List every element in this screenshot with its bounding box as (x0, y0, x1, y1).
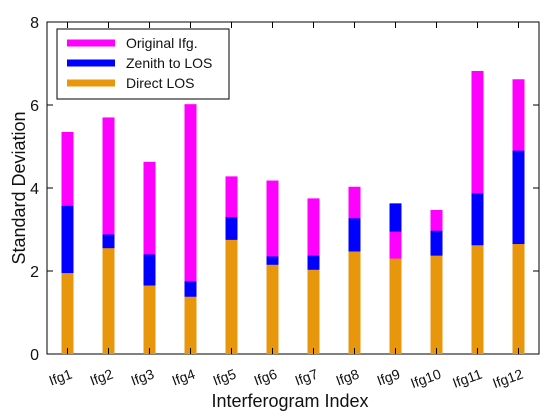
x-tick-label: Ifg4 (170, 365, 198, 388)
x-tick-label: Ifg12 (490, 365, 525, 391)
x-tick-label: Ifg11 (450, 365, 484, 390)
bar-direct-ifg9 (389, 258, 402, 354)
x-tick-label: Ifg10 (408, 365, 443, 391)
legend: Original Ifg. Zenith to LOS Direct LOS (56, 28, 230, 100)
bar-direct-ifg1 (61, 273, 74, 354)
bar-direct-ifg2 (102, 248, 115, 354)
legend-label-zenith: Zenith to LOS (126, 55, 212, 71)
x-tick-label: Ifg6 (252, 365, 280, 388)
y-tick-label: 4 (30, 181, 39, 198)
bar-direct-ifg8 (348, 251, 361, 354)
bar-direct-ifg12 (512, 244, 525, 354)
y-axis-ticks: 0 2 4 6 8 (30, 15, 539, 364)
bar-direct-ifg3 (143, 285, 156, 354)
legend-label-original: Original Ifg. (126, 35, 198, 51)
bar-direct-ifg5 (225, 239, 238, 354)
x-axis-label: Interferogram Index (211, 391, 368, 411)
bar-direct-ifg7 (307, 269, 320, 354)
legend-label-direct: Direct LOS (126, 75, 194, 91)
x-axis-ticks: Ifg1 Ifg2 Ifg3 Ifg4 Ifg5 Ifg6 Ifg7 Ifg8 Ifg9 Ifg1… (47, 22, 525, 391)
y-tick-label: 8 (30, 15, 39, 32)
y-tick-label: 0 (30, 347, 39, 364)
x-tick-label: Ifg7 (293, 365, 321, 388)
bars-layer (61, 70, 525, 355)
x-tick-label: Ifg5 (211, 365, 239, 388)
bar-direct-ifg11 (471, 245, 484, 354)
x-tick-label: Ifg1 (47, 365, 75, 388)
x-tick-label: Ifg2 (88, 365, 116, 388)
bar-direct-ifg6 (266, 264, 279, 354)
x-tick-label: Ifg8 (334, 365, 362, 388)
bar-direct-ifg10 (430, 255, 443, 354)
x-tick-label: Ifg3 (129, 365, 157, 388)
x-tick-label: Ifg9 (375, 365, 403, 388)
y-axis-label: Standard Deviation (9, 111, 29, 264)
bar-direct-ifg4 (184, 296, 197, 354)
y-tick-label: 2 (30, 264, 39, 281)
y-tick-label: 6 (30, 98, 39, 115)
